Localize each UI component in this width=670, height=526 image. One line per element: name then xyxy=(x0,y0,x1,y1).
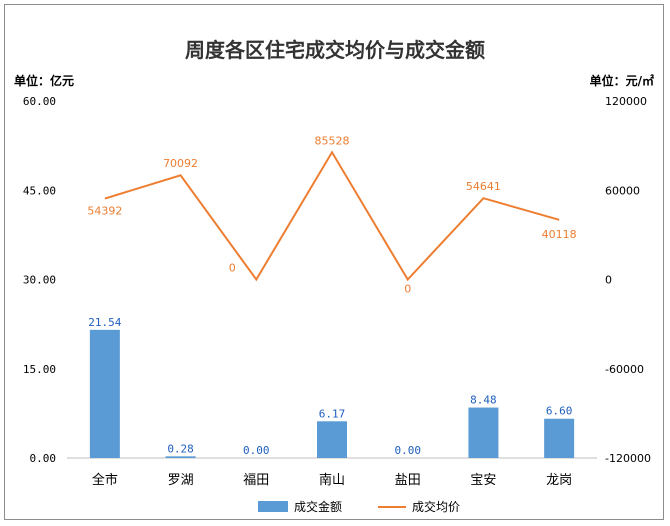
bar-data-label: 0.28 xyxy=(167,442,194,455)
left-axis-unit: 单位：亿元 xyxy=(14,74,75,88)
y-left-tick-label: 30.00 xyxy=(23,274,56,287)
y-right-tick-label: 120000 xyxy=(605,95,647,108)
bar xyxy=(89,329,120,458)
line-data-label: 0 xyxy=(229,262,236,275)
bar-data-label: 6.60 xyxy=(546,405,573,418)
y-left-tick-label: 15.00 xyxy=(23,363,56,376)
right-axis-unit: 单位：元/㎡ xyxy=(589,74,654,88)
y-left-tick-label: 0.00 xyxy=(30,452,57,465)
bar-data-label: 0.00 xyxy=(243,444,270,457)
y-right-tick-label: -120000 xyxy=(605,452,651,465)
x-category-label: 龙岗 xyxy=(546,473,572,488)
bar xyxy=(544,418,575,458)
price-line xyxy=(104,150,560,282)
x-category-label: 福田 xyxy=(243,473,269,488)
y-right-tick-label: 0 xyxy=(605,274,612,287)
line-data-label: 0 xyxy=(404,283,411,296)
legend-swatch-bar xyxy=(258,501,288,512)
x-category-label: 宝安 xyxy=(470,473,496,488)
bar-data-label: 21.54 xyxy=(88,316,121,329)
y-left-tick-label: 45.00 xyxy=(23,184,56,197)
bar-data-label: 8.48 xyxy=(470,394,497,407)
chart-title: 周度各区住宅成交均价与成交金额 xyxy=(185,38,485,62)
y-right-tick-label: -60000 xyxy=(605,363,644,376)
x-category-label: 全市 xyxy=(92,472,118,488)
x-category-label: 盐田 xyxy=(395,473,421,488)
line-data-label: 54641 xyxy=(466,180,501,193)
x-category-label: 南山 xyxy=(319,472,345,488)
x-category-label: 罗湖 xyxy=(168,473,194,488)
line-data-label: 70092 xyxy=(163,157,198,170)
y-right-tick-label: 60000 xyxy=(605,184,640,197)
bar xyxy=(468,407,499,458)
y-left-tick-label: 60.00 xyxy=(23,95,56,108)
line-data-label: 85528 xyxy=(315,134,350,147)
bar xyxy=(317,421,347,458)
legend-label-bar: 成交金额 xyxy=(294,499,342,514)
bar-data-label: 0.00 xyxy=(394,444,421,457)
legend-label-line: 成交均价 xyxy=(412,499,460,514)
bar xyxy=(165,456,196,458)
bar-data-label: 6.17 xyxy=(319,407,346,420)
line-data-label: 40118 xyxy=(542,228,577,241)
line-data-label: 54392 xyxy=(87,205,122,218)
